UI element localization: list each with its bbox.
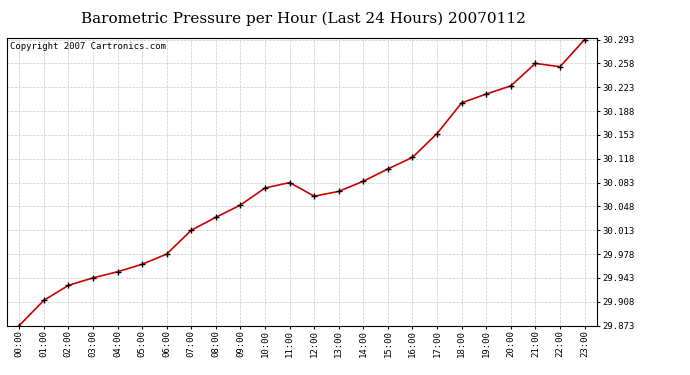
Text: Copyright 2007 Cartronics.com: Copyright 2007 Cartronics.com [10,42,166,51]
Text: Barometric Pressure per Hour (Last 24 Hours) 20070112: Barometric Pressure per Hour (Last 24 Ho… [81,11,526,26]
